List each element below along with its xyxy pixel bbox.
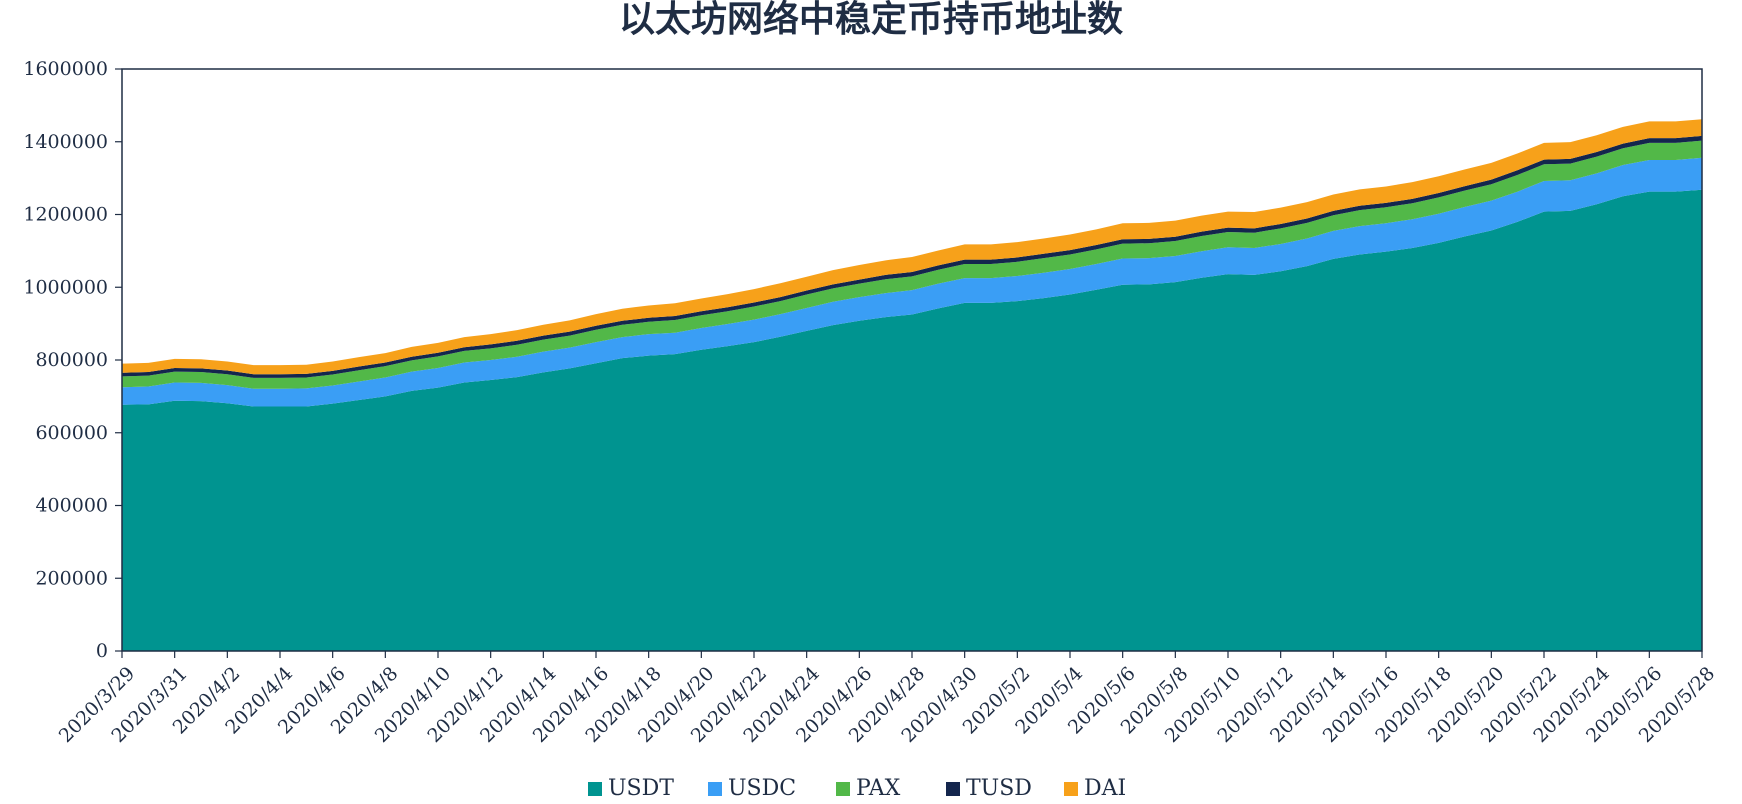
y-tick-label: 200000 xyxy=(35,567,108,589)
y-tick-label: 1600000 xyxy=(23,58,108,80)
legend-label-usdc: USDC xyxy=(728,776,796,801)
y-tick-label: 1200000 xyxy=(23,204,108,226)
legend-label-dai: DAI xyxy=(1084,776,1126,801)
area-usdc xyxy=(122,157,1702,407)
area-series-group xyxy=(122,119,1702,651)
y-axis: 0 200000 400000 600000 800000 1000000 1200000 1… xyxy=(23,58,122,662)
legend-label-usdt: USDT xyxy=(608,776,674,801)
legend-label-pax: PAX xyxy=(856,776,901,801)
area-usdt xyxy=(122,189,1702,651)
area-pax xyxy=(122,140,1702,389)
legend-swatch-usdt xyxy=(588,782,602,796)
y-tick-label: 400000 xyxy=(35,495,108,517)
y-tick-label: 800000 xyxy=(35,349,108,371)
legend-swatch-pax xyxy=(836,782,850,796)
y-tick-label: 1000000 xyxy=(23,276,108,298)
legend-label-tusd: TUSD xyxy=(966,776,1032,801)
y-tick-label: 1400000 xyxy=(23,131,108,153)
area-dai xyxy=(122,119,1702,375)
legend-swatch-dai xyxy=(1064,782,1078,796)
chart-title: 以太坊网络中稳定币持币地址数 xyxy=(618,0,1123,40)
area-tusd xyxy=(122,135,1702,378)
legend-swatch-usdc xyxy=(708,782,722,796)
y-tick-label: 0 xyxy=(96,640,108,662)
legend: USDT USDC PAX TUSD DAI xyxy=(588,776,1126,801)
legend-swatch-tusd xyxy=(946,782,960,796)
x-axis: 2020/3/292020/3/312020/4/22020/4/42020/4… xyxy=(55,651,1719,747)
y-tick-label: 600000 xyxy=(35,422,108,444)
